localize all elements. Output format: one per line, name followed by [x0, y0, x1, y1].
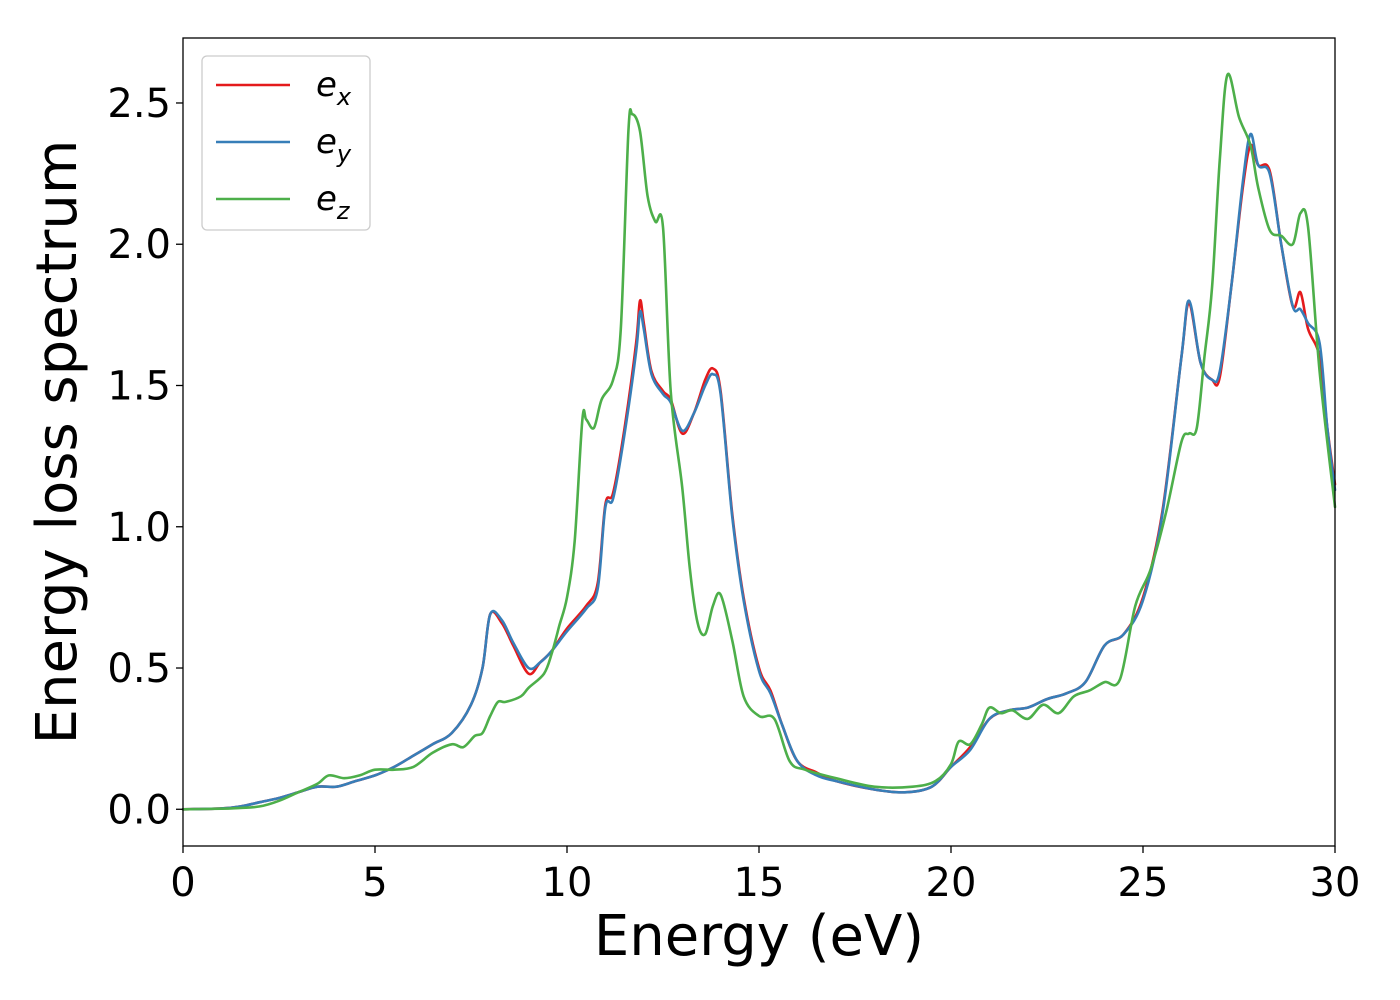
legend-label-base: e — [316, 65, 337, 105]
x-tick-label: 0 — [170, 860, 195, 906]
y-tick-label: 0.0 — [107, 787, 171, 833]
series-line-z — [181, 72, 1337, 811]
legend-label-subscript: y — [336, 140, 352, 168]
legend-label-y: ey — [316, 122, 352, 168]
x-tick-label: 15 — [734, 860, 785, 906]
x-tick-label: 5 — [362, 860, 387, 906]
x-tick-label: 10 — [542, 860, 593, 906]
y-tick-label: 1.5 — [107, 363, 171, 409]
legend-label-base: e — [316, 122, 337, 162]
x-tick-label: 30 — [1310, 860, 1361, 906]
plot-background — [183, 38, 1335, 846]
x-tick-label: 20 — [926, 860, 977, 906]
x-axis-title: Energy (eV) — [594, 904, 924, 969]
legend-label-subscript: z — [336, 197, 351, 225]
y-axis-ticks: 0.0 0.5 1.0 1.5 2.0 2.5 — [107, 81, 183, 833]
y-tick-label: 2.0 — [107, 222, 171, 268]
x-axis-ticks: 0 5 10 15 20 25 30 — [170, 846, 1360, 906]
y-tick-label: 2.5 — [107, 81, 171, 127]
y-tick-label: 1.0 — [107, 505, 171, 551]
legend-label-z: ez — [316, 179, 351, 225]
series-layer — [181, 72, 1337, 811]
legend-label-x: ex — [316, 65, 352, 111]
y-axis-title: Energy loss spectrum — [25, 140, 90, 745]
y-tick-label: 0.5 — [107, 646, 171, 692]
series-line-y — [181, 132, 1337, 811]
legend-label-base: e — [316, 179, 337, 219]
x-tick-label: 25 — [1118, 860, 1169, 906]
legend-label-subscript: x — [336, 83, 352, 111]
